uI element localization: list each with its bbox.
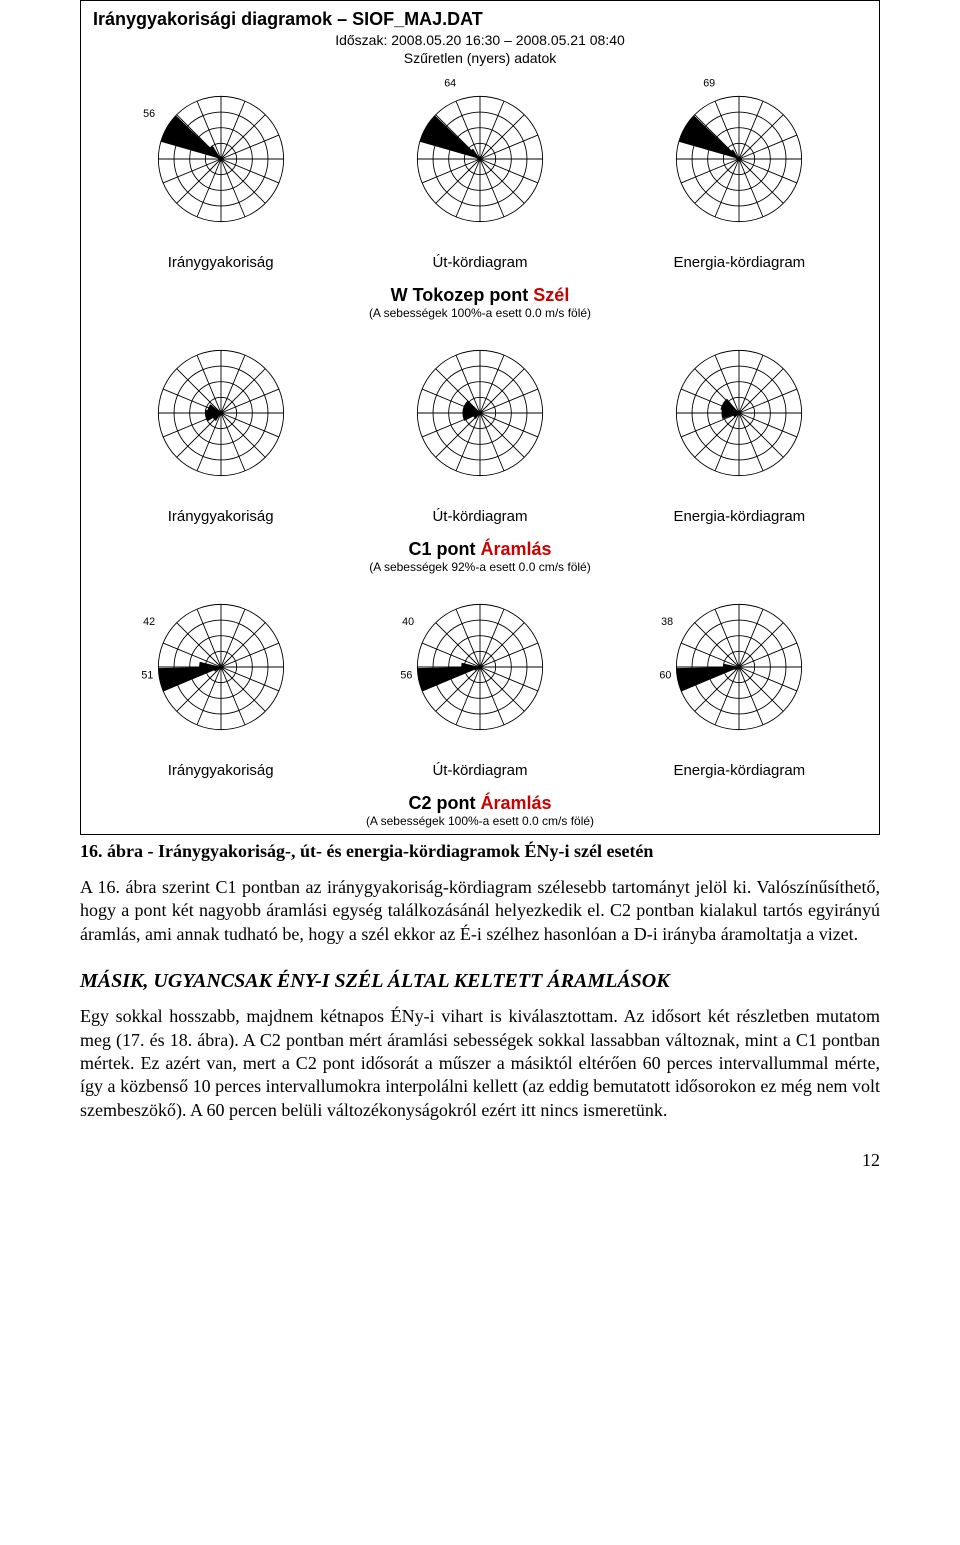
rose-label: Iránygyakoriság [168, 762, 274, 779]
row-header-main: C1 pont [408, 539, 480, 559]
svg-text:51: 51 [141, 670, 153, 682]
row-header: C1 pont Áramlás(A sebességek 92%-a esett… [81, 539, 879, 574]
rose-cell: Energia-kördiagram [629, 328, 849, 535]
rose-cell: 56 Iránygyakoriság [111, 74, 331, 281]
rose-cell: 64 Út-kördiagram [370, 74, 590, 281]
page: Iránygyakorisági diagramok – SIOF_MAJ.DA… [0, 0, 960, 1211]
rose-row: 56 Iránygyakoriság 64 Út-kördiagram 69 Energi… [81, 68, 879, 281]
row-header-sub: (A sebességek 100%-a esett 0.0 m/s fölé) [81, 306, 879, 320]
rose-cell: Út-kördiagram [370, 328, 590, 535]
rose-label: Iránygyakoriság [168, 254, 274, 271]
svg-text:56: 56 [143, 108, 155, 120]
rose-cell: Iránygyakoriság [111, 328, 331, 535]
rose-rows: 56 Iránygyakoriság 64 Út-kördiagram 69 Energi… [81, 68, 879, 789]
figure-subtitle-1: Időszak: 2008.05.20 16:30 – 2008.05.21 0… [93, 32, 867, 48]
svg-text:69: 69 [704, 78, 716, 90]
footer-section-header: C2 pont Áramlás (A sebességek 100%-a ese… [81, 793, 879, 828]
rose-label: Energia-kördiagram [673, 254, 805, 271]
paragraph-2: Egy sokkal hosszabb, majdnem kétnapos ÉN… [80, 1005, 880, 1122]
rose-cell: 69 Energia-kördiagram [629, 74, 849, 281]
figure-header: Iránygyakorisági diagramok – SIOF_MAJ.DA… [81, 1, 879, 68]
svg-text:38: 38 [661, 616, 673, 628]
svg-text:60: 60 [660, 670, 672, 682]
rose-label: Energia-kördiagram [673, 508, 805, 525]
rose-label: Út-kördiagram [432, 254, 527, 271]
row-header-main: W Tokozep pont [391, 285, 534, 305]
rose-label: Út-kördiagram [432, 762, 527, 779]
rose-label: Iránygyakoriság [168, 508, 274, 525]
figure-title: Iránygyakorisági diagramok – SIOF_MAJ.DA… [93, 9, 867, 30]
footer-header-accent: Áramlás [480, 793, 551, 813]
svg-text:56: 56 [400, 670, 412, 682]
page-number: 12 [80, 1150, 880, 1171]
svg-text:64: 64 [444, 78, 456, 90]
section-title: MÁSIK, UGYANCSAK ÉNY-I SZÉL ÁLTAL KELTET… [80, 970, 880, 993]
row-header-accent: Áramlás [480, 539, 551, 559]
rose-row: Iránygyakoriság Út-kördiagram Energia-körd… [81, 322, 879, 535]
footer-header-sub: (A sebességek 100%-a esett 0.0 cm/s fölé… [81, 814, 879, 828]
row-header-accent: Szél [533, 285, 569, 305]
figure-box: Iránygyakorisági diagramok – SIOF_MAJ.DA… [80, 0, 880, 835]
paragraph-1: A 16. ábra szerint C1 pontban az iránygy… [80, 876, 880, 946]
footer-header-main: C2 pont [408, 793, 480, 813]
figure-subtitle-2: Szűretlen (nyers) adatok [93, 50, 867, 66]
svg-text:40: 40 [402, 616, 414, 628]
rose-row: 42 51 Iránygyakoriság 40 56 Út-kördiagram 38 60… [81, 576, 879, 789]
row-header-sub: (A sebességek 92%-a esett 0.0 cm/s fölé) [81, 560, 879, 574]
rose-label: Út-kördiagram [432, 508, 527, 525]
svg-text:42: 42 [143, 616, 155, 628]
rose-cell: 40 56 Út-kördiagram [370, 582, 590, 789]
rose-cell: 42 51 Iránygyakoriság [111, 582, 331, 789]
figure-caption: 16. ábra - Iránygyakoriság-, út- és ener… [80, 841, 880, 862]
rose-cell: 38 60 Energia-kördiagram [629, 582, 849, 789]
row-header: W Tokozep pont Szél(A sebességek 100%-a … [81, 285, 879, 320]
rose-label: Energia-kördiagram [673, 762, 805, 779]
